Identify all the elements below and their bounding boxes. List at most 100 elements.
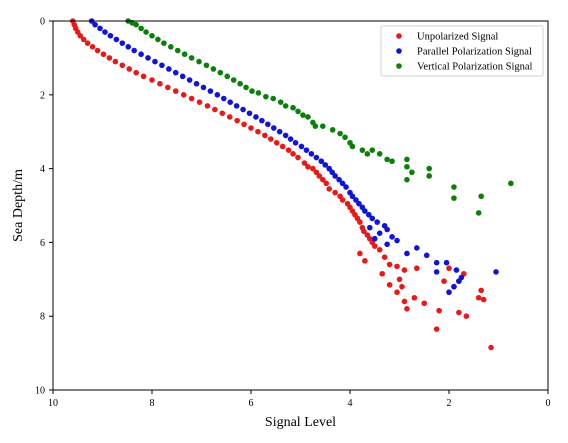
point-series-2-7 bbox=[161, 40, 167, 46]
point-series-2-47 bbox=[426, 165, 433, 172]
point-series-0-66 bbox=[394, 263, 400, 270]
point-series-0-46 bbox=[332, 189, 338, 196]
data-points bbox=[70, 18, 514, 351]
y-tick-label-0: 0 bbox=[40, 17, 45, 28]
legend-entry-2: Vertical Polarization Signal bbox=[417, 62, 533, 73]
point-series-1-19 bbox=[207, 88, 214, 94]
point-series-1-1 bbox=[92, 21, 98, 28]
point-series-2-22 bbox=[263, 93, 269, 100]
point-series-2-5 bbox=[149, 32, 155, 39]
point-series-0-60 bbox=[371, 243, 378, 249]
point-series-2-46 bbox=[409, 169, 415, 176]
legend-marker-2 bbox=[396, 63, 402, 69]
point-series-2-42 bbox=[384, 156, 390, 163]
point-series-2-13 bbox=[203, 62, 210, 69]
point-series-1-42 bbox=[332, 173, 338, 179]
point-series-1-70 bbox=[493, 269, 499, 275]
x-tick-label-1: 8 bbox=[150, 398, 155, 409]
point-series-1-36 bbox=[308, 151, 315, 157]
point-series-1-47 bbox=[349, 193, 356, 200]
point-series-1-54 bbox=[374, 219, 381, 225]
point-series-2-21 bbox=[255, 90, 262, 96]
point-series-1-30 bbox=[276, 128, 283, 135]
point-series-1-3 bbox=[102, 29, 108, 35]
point-series-0-68 bbox=[414, 265, 420, 272]
point-series-0-27 bbox=[234, 117, 240, 124]
point-series-1-34 bbox=[298, 143, 305, 150]
point-series-0-56 bbox=[361, 228, 367, 235]
point-series-0-23 bbox=[204, 103, 211, 109]
point-series-2-35 bbox=[342, 134, 348, 141]
point-series-0-85 bbox=[436, 307, 442, 314]
point-series-1-16 bbox=[186, 77, 193, 83]
x-tick-label-4: 2 bbox=[447, 398, 452, 409]
point-series-0-39 bbox=[305, 163, 311, 170]
point-series-1-64 bbox=[404, 250, 410, 257]
point-series-0-32 bbox=[268, 136, 274, 142]
point-series-1-22 bbox=[227, 99, 234, 105]
point-series-1-21 bbox=[220, 95, 227, 102]
point-series-1-45 bbox=[343, 184, 349, 190]
point-series-0-17 bbox=[157, 80, 163, 87]
point-series-1-51 bbox=[362, 208, 368, 214]
legend-marker-1 bbox=[396, 48, 402, 54]
point-series-0-7 bbox=[89, 44, 96, 50]
point-series-1-61 bbox=[394, 237, 400, 244]
point-series-0-11 bbox=[112, 58, 119, 65]
point-series-1-17 bbox=[193, 80, 200, 87]
point-series-0-20 bbox=[180, 92, 187, 98]
point-series-0-26 bbox=[226, 114, 233, 120]
point-series-1-9 bbox=[138, 51, 144, 58]
point-series-0-31 bbox=[262, 132, 268, 139]
point-series-0-45 bbox=[326, 186, 333, 192]
legend-entry-1: Parallel Polarization Signal bbox=[417, 47, 532, 58]
point-series-1-57 bbox=[384, 226, 390, 233]
point-series-1-66 bbox=[433, 259, 440, 266]
point-series-1-5 bbox=[113, 36, 120, 43]
point-series-0-36 bbox=[290, 151, 296, 157]
y-tick-label-4: 8 bbox=[40, 312, 45, 323]
point-series-0-14 bbox=[133, 69, 139, 76]
point-series-2-41 bbox=[376, 151, 383, 157]
point-series-0-90 bbox=[488, 344, 494, 351]
point-series-2-4 bbox=[143, 29, 149, 35]
point-series-2-29 bbox=[305, 114, 311, 120]
point-series-1-11 bbox=[152, 58, 158, 65]
point-series-2-16 bbox=[224, 73, 231, 80]
point-series-1-20 bbox=[214, 92, 221, 98]
point-series-2-27 bbox=[295, 108, 301, 115]
point-series-1-25 bbox=[246, 110, 253, 117]
point-series-2-49 bbox=[404, 176, 410, 183]
point-series-0-82 bbox=[401, 298, 408, 305]
point-series-0-44 bbox=[323, 180, 330, 187]
point-series-1-38 bbox=[318, 158, 325, 165]
point-series-2-14 bbox=[210, 66, 217, 72]
point-series-1-63 bbox=[414, 245, 420, 251]
point-series-2-17 bbox=[230, 77, 237, 83]
point-series-0-22 bbox=[196, 99, 203, 105]
point-series-0-75 bbox=[386, 282, 393, 288]
point-series-2-20 bbox=[249, 88, 255, 94]
x-axis-ticks: 10 8 6 4 2 0 bbox=[48, 390, 551, 409]
point-series-2-54 bbox=[475, 210, 482, 216]
point-series-0-10 bbox=[106, 55, 113, 61]
point-series-0-79 bbox=[478, 287, 484, 294]
point-series-1-24 bbox=[240, 106, 246, 113]
point-series-0-8 bbox=[94, 47, 101, 54]
point-series-1-60 bbox=[371, 235, 378, 242]
point-series-2-19 bbox=[243, 84, 249, 91]
point-series-0-61 bbox=[376, 246, 383, 253]
point-series-2-53 bbox=[508, 180, 514, 187]
point-series-0-30 bbox=[255, 128, 261, 135]
point-series-0-86 bbox=[456, 309, 462, 316]
point-series-2-37 bbox=[349, 143, 356, 150]
point-series-1-65 bbox=[423, 252, 430, 259]
point-series-0-81 bbox=[475, 294, 482, 301]
point-series-1-44 bbox=[339, 180, 346, 187]
point-series-2-23 bbox=[270, 95, 277, 102]
point-series-0-35 bbox=[285, 147, 292, 153]
point-series-1-28 bbox=[265, 121, 271, 128]
point-series-2-6 bbox=[155, 36, 161, 43]
x-tick-label-2: 6 bbox=[249, 398, 254, 409]
